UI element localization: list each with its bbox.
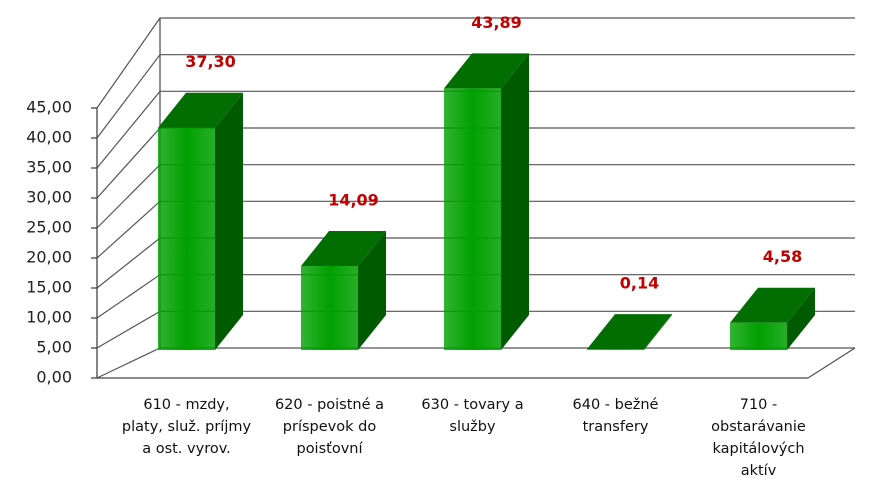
bar: [158, 92, 243, 350]
bar-front: [444, 88, 501, 351]
grid-line: [96, 347, 855, 379]
bar: [301, 231, 386, 350]
data-label: 0,14: [620, 274, 659, 293]
bar-top: [444, 53, 529, 89]
y-tick-label: 25,00: [26, 218, 72, 237]
bar: [444, 53, 529, 351]
floor-right: [807, 347, 856, 379]
y-tick-label: 5,00: [36, 338, 72, 357]
y-tick-label: 10,00: [26, 308, 72, 327]
bar-side: [215, 92, 243, 350]
bar-side: [501, 53, 529, 351]
bar-top: [158, 92, 243, 128]
bar-front: [301, 266, 358, 350]
x-tick-label: 630 - tovary a služby: [421, 397, 524, 435]
y-tick-label: 15,00: [26, 278, 72, 297]
data-label: 43,89: [471, 13, 522, 32]
bar-top: [587, 314, 672, 350]
bar: [587, 314, 672, 350]
data-label: 37,30: [185, 52, 236, 71]
bar-side: [644, 314, 672, 350]
x-tick-label: 610 - mzdy, platy, služ. príjmy a ost. v…: [121, 397, 252, 457]
y-tick-label: 40,00: [26, 128, 72, 147]
y-tick-label: 20,00: [26, 248, 72, 267]
bar-top: [301, 231, 386, 267]
x-tick-label: 710 - obstarávanie kapitálových aktív: [711, 397, 806, 479]
data-label: 14,09: [328, 191, 379, 210]
bar-side: [358, 231, 386, 350]
x-tick-label: 640 - bežné transfery: [572, 397, 659, 435]
bar: [730, 287, 815, 350]
bar-front: [730, 322, 787, 350]
y-tick-label: 30,00: [26, 188, 72, 207]
data-label: 4,58: [763, 247, 802, 266]
bar-front: [158, 127, 215, 350]
bar-top: [730, 287, 815, 323]
y-tick-label: 45,00: [26, 98, 72, 117]
x-tick-label: 620 - poistné a príspevok do poisťovní: [274, 397, 385, 457]
y-tick-label: 35,00: [26, 158, 72, 177]
bar-side: [787, 287, 815, 350]
bar-front: [587, 349, 644, 350]
y-tick-label: 0,00: [36, 368, 72, 387]
